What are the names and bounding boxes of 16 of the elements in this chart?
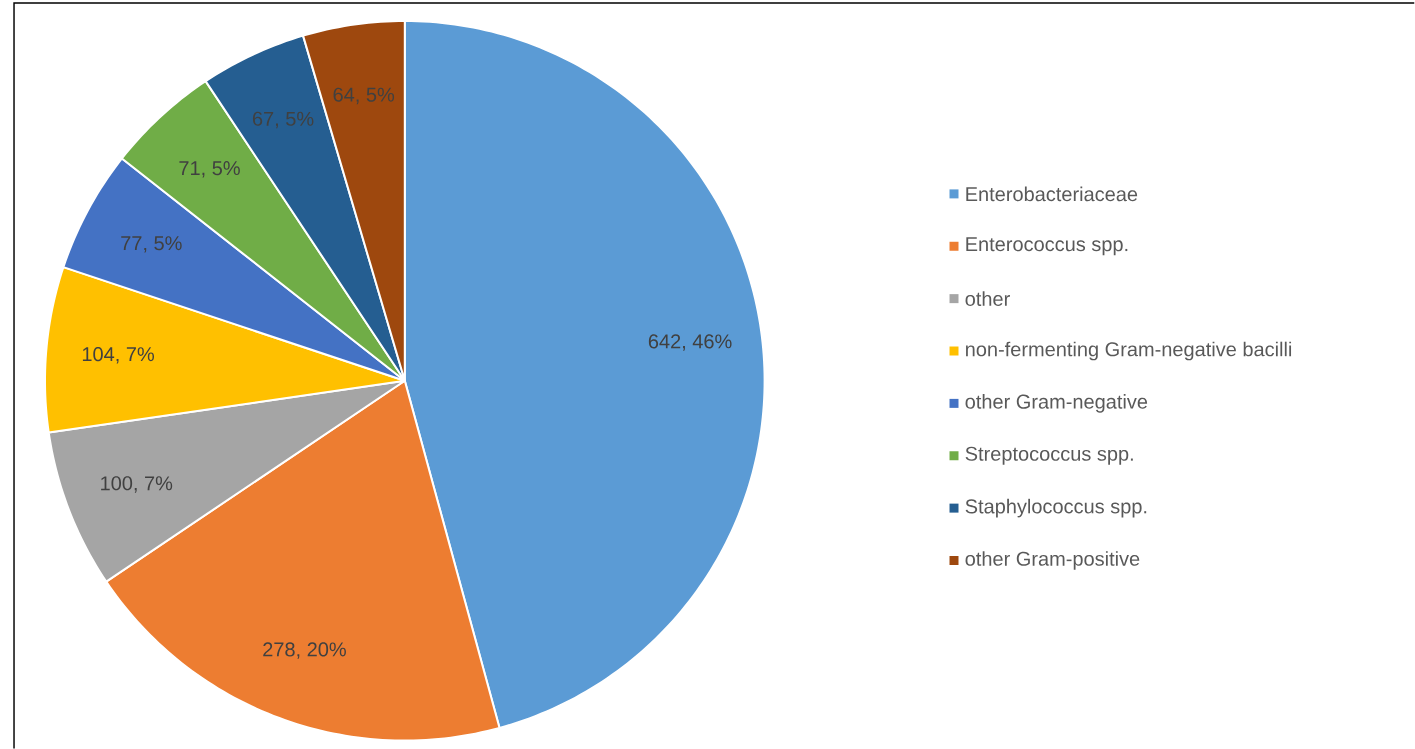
legend-label: Enterobacteriaceae xyxy=(966,186,1138,202)
data-label: 71, 5% xyxy=(179,160,240,178)
legend-label: other xyxy=(965,291,1010,306)
data-label: 100, 7% xyxy=(101,476,173,493)
data-label: 64, 5% xyxy=(333,87,395,104)
data-label: 278, 20% xyxy=(263,642,346,659)
legend-label: Streptococcus spp. xyxy=(965,446,1133,465)
data-label: 642, 46% xyxy=(648,334,732,351)
data-label: 104, 7% xyxy=(82,346,154,364)
legend-label: non-fermenting Gram-negative bacilli xyxy=(966,341,1292,361)
data-label: 67, 5% xyxy=(252,111,314,129)
legend-label: Enterococcus spp. xyxy=(966,237,1128,256)
legend-label: Staphylococcus spp. xyxy=(965,498,1147,518)
data-label: 77, 5% xyxy=(121,235,182,253)
legend-label: other Gram-negative xyxy=(965,393,1148,413)
legend-label: other Gram-positive xyxy=(965,551,1140,570)
